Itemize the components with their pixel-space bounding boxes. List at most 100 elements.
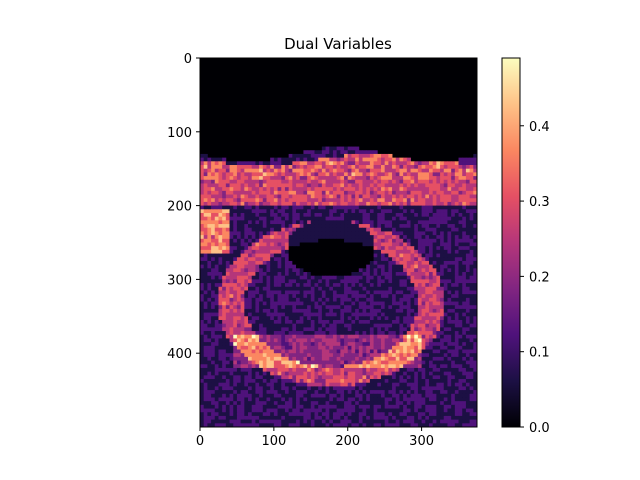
heatmap-cell — [417, 231, 422, 236]
heatmap-cell — [436, 316, 441, 321]
heatmap-cell — [410, 312, 415, 317]
heatmap-cell — [229, 179, 234, 184]
heatmap-cell — [380, 179, 386, 184]
heatmap-cell — [229, 308, 234, 314]
heatmap-cell — [380, 375, 386, 380]
heatmap-cell — [329, 242, 334, 247]
heatmap-cell — [277, 386, 282, 391]
heatmap-cell — [355, 356, 360, 361]
heatmap-cell — [377, 161, 382, 166]
heatmap-cell — [310, 338, 315, 343]
heatmap-cell — [347, 393, 352, 398]
heatmap-cell — [410, 356, 415, 361]
heatmap-cell — [462, 231, 467, 236]
heatmap-cell — [458, 393, 463, 398]
heatmap-cell — [369, 216, 374, 221]
heatmap-cell — [465, 253, 471, 258]
heatmap-cell — [329, 286, 334, 291]
heatmap-cell — [240, 179, 245, 184]
heatmap-cell — [248, 179, 253, 184]
heatmap-cell — [358, 209, 363, 214]
heatmap-cell — [329, 183, 334, 188]
heatmap-cell — [425, 272, 430, 277]
heatmap-cell — [299, 246, 304, 251]
heatmap-cell — [428, 220, 434, 225]
heatmap-cell — [384, 272, 389, 277]
heatmap-cell — [369, 286, 374, 291]
heatmap-cell — [355, 283, 360, 288]
heatmap-cell — [425, 305, 430, 310]
heatmap-cell — [377, 279, 382, 284]
heatmap-cell — [469, 161, 474, 166]
heatmap-cell — [388, 268, 393, 273]
heatmap-cell — [469, 216, 474, 221]
heatmap-cell — [443, 257, 448, 262]
heatmap-cell — [218, 316, 223, 321]
heatmap-cell — [307, 312, 312, 317]
heatmap-cell — [344, 198, 349, 203]
heatmap-cell — [310, 153, 315, 159]
heatmap-cell — [325, 305, 330, 310]
heatmap-cell — [236, 253, 242, 258]
heatmap-cell — [414, 275, 419, 280]
heatmap-cell — [425, 390, 430, 395]
heatmap-cell — [340, 268, 345, 273]
heatmap-cell — [377, 349, 382, 354]
heatmap-cell — [377, 286, 382, 291]
heatmap-cell — [465, 242, 471, 247]
heatmap-cell — [440, 194, 445, 199]
heatmap-cell — [462, 305, 467, 310]
heatmap-cell — [399, 312, 404, 317]
heatmap-cell — [451, 194, 456, 199]
heatmap-cell — [425, 349, 430, 354]
heatmap-cell — [347, 165, 352, 170]
heatmap-cell — [318, 257, 323, 262]
heatmap-cell — [392, 286, 397, 291]
heatmap-cell — [314, 172, 319, 177]
heatmap-cell — [469, 249, 474, 254]
heatmap-cell — [421, 290, 426, 295]
heatmap-cell — [344, 220, 349, 225]
heatmap-cell — [307, 316, 312, 321]
heatmap-cell — [410, 338, 415, 343]
heatmap-cell — [454, 297, 459, 302]
heatmap-cell — [347, 294, 352, 299]
heatmap-cell — [340, 235, 345, 240]
heatmap-cell — [366, 360, 371, 365]
heatmap-cell — [380, 238, 386, 243]
heatmap-cell — [281, 367, 286, 373]
heatmap-cell — [310, 305, 315, 310]
heatmap-cell — [406, 212, 411, 218]
heatmap-cell — [240, 327, 245, 332]
heatmap-cell — [403, 290, 408, 295]
heatmap-cell — [340, 264, 345, 269]
heatmap-cell — [273, 390, 278, 395]
heatmap-cell — [384, 367, 389, 373]
heatmap-cell — [277, 260, 282, 266]
heatmap-cell — [277, 201, 282, 206]
heatmap-cell — [340, 153, 345, 159]
heatmap-cell — [473, 272, 477, 277]
heatmap-cell — [399, 249, 404, 254]
heatmap-cell — [233, 323, 238, 328]
heatmap-cell — [281, 379, 286, 384]
heatmap-cell — [384, 379, 389, 384]
heatmap-cell — [222, 367, 227, 373]
heatmap-cell — [358, 382, 363, 387]
heatmap-cell — [214, 190, 219, 195]
heatmap-cell — [266, 386, 271, 391]
heatmap-cell — [421, 364, 426, 369]
heatmap-cell — [410, 371, 415, 376]
heatmap-cell — [399, 345, 404, 350]
heatmap-cell — [244, 249, 249, 254]
heatmap-cell — [218, 194, 223, 199]
heatmap-cell — [451, 235, 456, 240]
heatmap-cell — [244, 172, 249, 177]
heatmap-cell — [233, 242, 238, 247]
heatmap-cell — [314, 367, 319, 373]
heatmap-cell — [399, 349, 404, 354]
heatmap-cell — [458, 257, 463, 262]
heatmap-cell — [462, 367, 467, 373]
heatmap-cell — [373, 187, 378, 192]
heatmap-cell — [469, 331, 474, 336]
